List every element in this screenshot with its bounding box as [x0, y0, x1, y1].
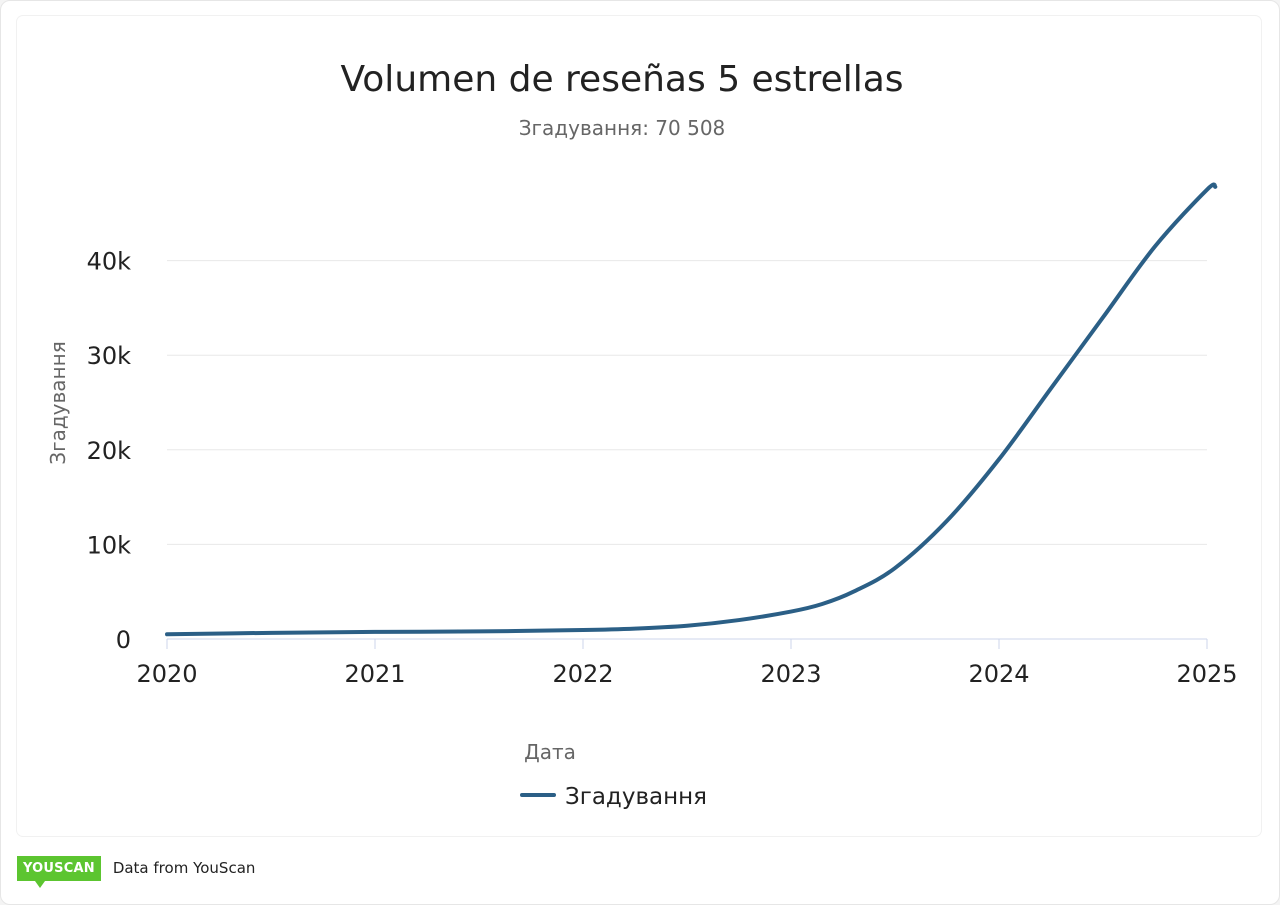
chart-title: Volumen de reseñas 5 estrellas	[340, 59, 903, 100]
x-tick-label: 2025	[1176, 660, 1237, 688]
x-tick-label: 2023	[760, 660, 821, 688]
legend-label: Згадування	[565, 784, 707, 810]
x-tick-label: 2024	[968, 660, 1029, 688]
legend[interactable]: Згадування	[520, 784, 707, 810]
x-tick-label: 2021	[344, 660, 405, 688]
data-source-text: Data from YouScan	[112, 859, 256, 877]
x-axis: 2020 2021 2022 2023 2024 2025	[136, 638, 1238, 688]
y-axis-label: Згадування	[46, 341, 70, 464]
y-tick-label: 30k	[87, 342, 132, 370]
x-axis-label: Дата	[524, 740, 576, 764]
y-tick-label: 20k	[87, 437, 132, 465]
grid-lines	[167, 260, 1207, 545]
y-tick-label: 0	[116, 626, 131, 654]
series-line	[165, 182, 1218, 637]
youscan-logo[interactable]: YOUSCAN	[17, 855, 101, 888]
chart-subtitle: Згадування: 70 508	[519, 116, 726, 140]
chart-card: Volumen de reseñas 5 estrellas Згадуванн…	[17, 16, 1261, 836]
x-tick-label: 2020	[136, 660, 197, 688]
y-tick-label: 40k	[87, 248, 132, 276]
line-chart: Volumen de reseñas 5 estrellas Згадуванн…	[46, 59, 1238, 810]
footer: YOUSCAN Data from YouScan	[17, 855, 256, 888]
x-tick-label: 2022	[552, 660, 613, 688]
plot-area	[165, 182, 1218, 637]
y-axis: 0 10k 20k 30k 40k	[87, 248, 132, 654]
y-tick-label: 10k	[87, 531, 132, 559]
